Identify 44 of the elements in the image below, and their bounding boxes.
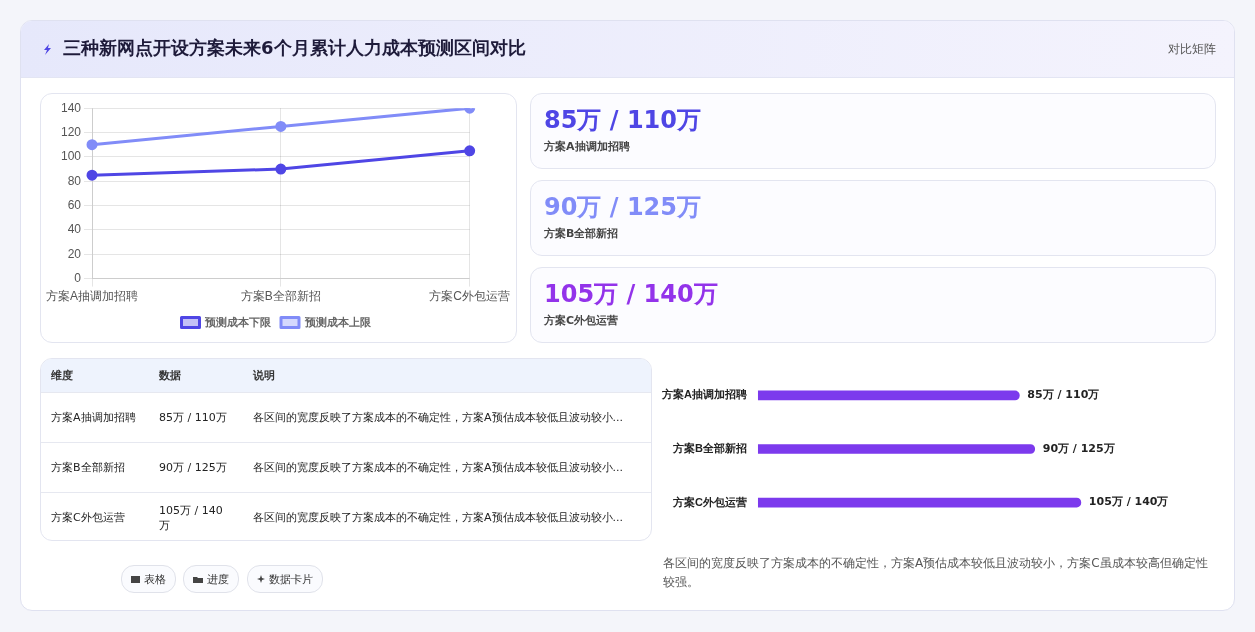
y-tick-label: 120 bbox=[60, 124, 82, 139]
y-tick-label: 0 bbox=[74, 270, 82, 285]
x-tick-label: 方案B全部新招 bbox=[240, 289, 321, 304]
y-tick-label: 方案B全部新招 bbox=[671, 442, 747, 455]
text: 方案A抽调加招聘 bbox=[544, 139, 630, 154]
text: 对比矩阵 bbox=[1168, 41, 1216, 58]
text: 85万 / 110万 bbox=[544, 105, 701, 136]
text: 各区间的宽度反映了方案成本的不确定性，方案A预估成本较低且波动较小... bbox=[243, 492, 651, 542]
text: 进度 bbox=[207, 571, 229, 587]
text: 表格 bbox=[144, 571, 166, 587]
text: 105万 / 140万 bbox=[544, 279, 718, 310]
text: 各区间的宽度反映了方案成本的不确定性，方案A预估成本较低且波动较小... bbox=[243, 442, 651, 493]
x-tick-label: 方案C外包运营 bbox=[429, 289, 510, 304]
text: 方案C外包运营 bbox=[544, 313, 619, 328]
data-label: 105万 / 140万 bbox=[1088, 495, 1169, 509]
text: 方案B全部新招 bbox=[544, 226, 619, 241]
y-tick-label: 140 bbox=[60, 100, 82, 115]
y-tick-label: 40 bbox=[67, 222, 82, 237]
y-tick-label: 方案C外包运营 bbox=[671, 495, 747, 508]
text: 数据 bbox=[149, 359, 243, 393]
y-tick-label: 80 bbox=[67, 173, 82, 188]
text: 说明 bbox=[243, 359, 651, 393]
data-label: 85万 / 110万 bbox=[1027, 388, 1100, 402]
chart-title: 三种新网点开设方案未来6个月累计人力成本预测区间对比 bbox=[63, 36, 526, 60]
text: 各区间的宽度反映了方案成本的不确定性，方案A预估成本较低且波动较小... bbox=[243, 392, 651, 443]
legend-label: 预测成本上限 bbox=[303, 315, 372, 328]
point bbox=[464, 145, 476, 157]
y-tick-label: 方案A抽调加招聘 bbox=[660, 388, 747, 401]
y-tick-label: 100 bbox=[60, 149, 82, 164]
data-label: 90万 / 125万 bbox=[1042, 441, 1115, 455]
text: 105万 / 140万 bbox=[149, 492, 243, 542]
point bbox=[275, 163, 287, 175]
text: 维度 bbox=[41, 359, 149, 393]
point bbox=[275, 120, 287, 132]
point bbox=[86, 139, 98, 151]
x-tick-label: 方案A抽调加招聘 bbox=[45, 289, 139, 304]
text: 各区间的宽度反映了方案成本的不确定性，方案A预估成本较低且波动较小，方案C虽成本较高但确定性较强。 bbox=[663, 555, 1209, 591]
text: 数据卡片 bbox=[269, 571, 313, 587]
legend-label: 预测成本下限 bbox=[204, 315, 272, 328]
text: 90万 / 125万 bbox=[544, 192, 701, 223]
text: 90万 / 125万 bbox=[149, 442, 243, 493]
y-tick-label: 60 bbox=[67, 197, 82, 212]
y-tick-label: 20 bbox=[67, 246, 82, 261]
text: 85万 / 110万 bbox=[149, 392, 243, 443]
